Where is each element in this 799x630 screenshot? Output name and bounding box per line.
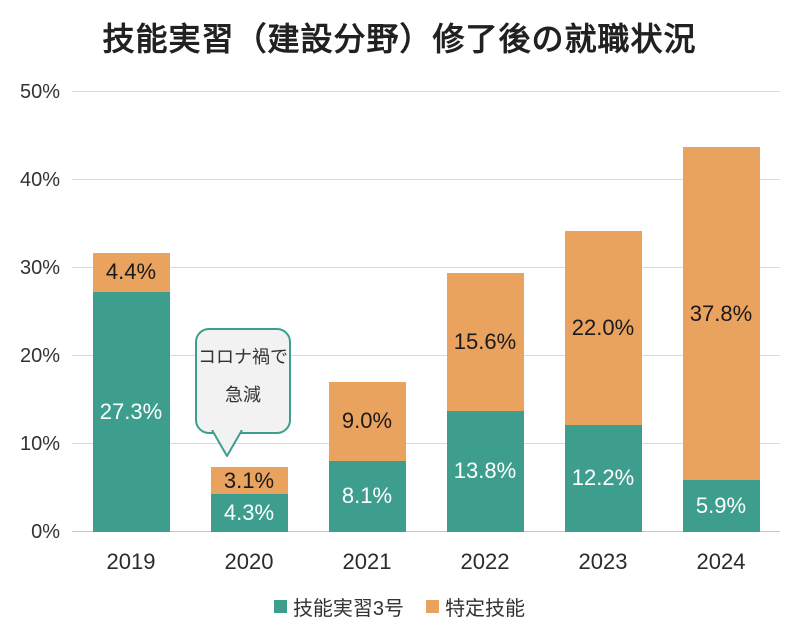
gridline [72,443,780,444]
bar-segment: 8.1% [328,460,406,532]
bar-value-label: 5.9% [695,493,747,519]
x-axis-label: 2024 [696,549,746,574]
y-axis-tick-label: 20% [19,345,60,367]
chart-title: 技能実習（建設分野）修了後の就職状況 [102,21,697,57]
legend: 技能実習3号 特定技能 [0,592,799,621]
legend-label: 技能実習3号 [292,598,405,620]
bar-segment: 5.9% [682,480,760,532]
bar-value-label: 3.1% [223,467,275,493]
bar-segment: 4.4% [92,253,170,292]
bar-value-label: 27.3% [99,398,163,424]
bar-value-label: 9.0% [341,408,393,434]
bar-value-label: 37.8% [689,300,753,326]
legend-label: 特定技能 [445,598,526,620]
legend-swatch-icon [426,600,440,613]
bar-segment: 9.0% [328,381,406,461]
x-axis-label: 2021 [342,549,392,574]
gridline [72,179,780,180]
y-axis-tick-label: 0% [31,521,60,543]
y-axis-tick-label: 50% [19,81,60,103]
annotation-line-2: 急減 [225,385,261,405]
gridline [72,267,780,268]
bar-value-label: 22.0% [571,314,635,340]
bar-segment: 22.0% [564,231,642,425]
x-axis-label: 2023 [578,549,628,574]
gridline [72,531,780,532]
bar-segment: 37.8% [682,147,760,481]
bar-segment: 27.3% [92,291,170,532]
bar-segment: 3.1% [210,466,288,495]
bar-segment: 13.8% [446,410,524,532]
legend-item: 技能実習3号 [273,592,405,621]
annotation-line-1: コロナ禍で [198,347,288,367]
legend-swatch-icon [273,600,287,613]
y-axis-tick-label: 40% [19,169,60,191]
bar-segment: 4.3% [210,494,288,532]
legend-item: 特定技能 [426,592,525,621]
gridline [72,355,780,356]
bar-value-label: 15.6% [453,328,517,354]
gridline [72,91,780,92]
y-axis-tick-label: 10% [19,433,60,455]
x-axis-label: 2019 [106,549,156,574]
bar-value-label: 12.2% [571,465,635,491]
bar-value-label: 13.8% [453,458,517,484]
bar-value-label: 4.3% [223,500,275,526]
y-axis-tick-label: 30% [19,257,60,279]
annotation-bubble: コロナ禍で 急減 [195,328,291,457]
bar-value-label: 8.1% [341,483,393,509]
bar-segment: 12.2% [564,424,642,532]
bar-value-label: 4.4% [105,259,157,285]
x-axis-label: 2020 [224,549,274,574]
bar-segment: 15.6% [446,273,524,411]
x-axis-label: 2022 [460,549,510,574]
annotation-tail-icon [211,430,243,457]
